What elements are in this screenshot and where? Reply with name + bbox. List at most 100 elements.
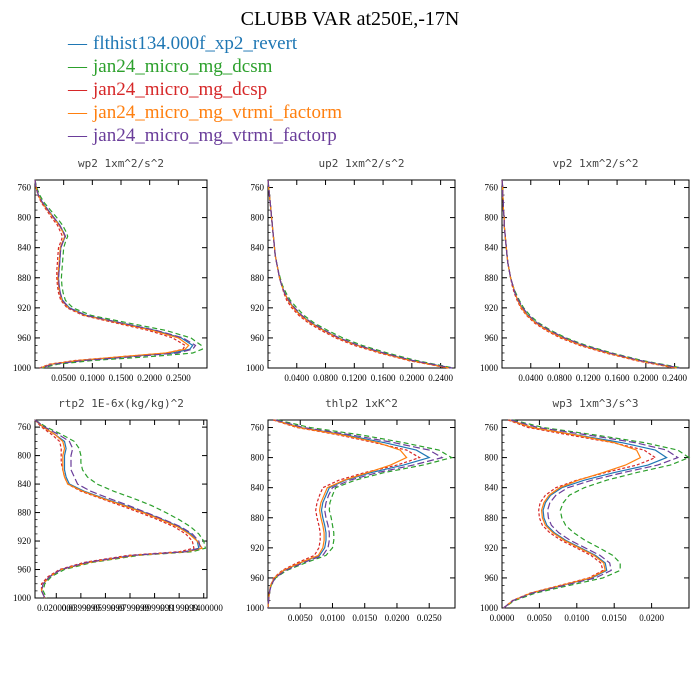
legend-line-icon: — bbox=[68, 33, 87, 54]
y-tick-label: 840 bbox=[485, 483, 499, 493]
x-tick-label: 0.1000 bbox=[80, 373, 105, 383]
legend-line-icon: — bbox=[68, 125, 87, 146]
series-line-3 bbox=[267, 419, 421, 609]
series-line-4 bbox=[34, 179, 190, 369]
y-tick-label: 1000 bbox=[480, 603, 499, 613]
x-tick-label: 0.0200000 bbox=[37, 603, 76, 613]
y-tick-label: 760 bbox=[251, 183, 265, 193]
y-tick-label: 800 bbox=[18, 213, 32, 223]
legend-line-icon: — bbox=[68, 56, 87, 77]
x-tick-label: 0.1600 bbox=[371, 373, 396, 383]
series-line-1 bbox=[267, 179, 452, 369]
y-tick-label: 800 bbox=[485, 453, 499, 463]
x-tick-label: 0.0050 bbox=[527, 613, 552, 623]
series-line-4 bbox=[501, 179, 677, 369]
x-tick-label: 0.0399999 bbox=[62, 603, 101, 613]
plot-frame bbox=[501, 179, 690, 369]
legend: — flthist134.000f_xp2_revert — jan24_micro… bbox=[68, 32, 342, 147]
series-line-2 bbox=[34, 179, 204, 369]
y-tick-label: 840 bbox=[251, 243, 265, 253]
y-tick-label: 760 bbox=[485, 183, 499, 193]
figure-title: CLUBB VAR at250E,-17N bbox=[240, 8, 460, 30]
x-tick-label: 0.2000 bbox=[137, 373, 162, 383]
y-tick-label: 920 bbox=[251, 303, 265, 313]
plot-frame bbox=[34, 419, 208, 599]
legend-label: jan24_micro_mg_vtrmi_factorp bbox=[93, 125, 337, 146]
x-tick-label: 0.1200 bbox=[342, 373, 367, 383]
y-tick-label: 840 bbox=[18, 243, 32, 253]
y-tick-label: 880 bbox=[251, 513, 265, 523]
chart-panel-3: vp2 1xm^2/s^2 760 800 840 880 920 960 1000 0.040… bbox=[480, 157, 690, 383]
chart-panel-5: thlp2 1xK^2 760 800 840 880 920 960 1000 0.0050 0… bbox=[246, 397, 456, 623]
panel-title: thlp2 1xK^2 bbox=[325, 397, 398, 410]
y-tick-label: 960 bbox=[485, 333, 499, 343]
x-tick-label: 0.2400 bbox=[662, 373, 687, 383]
x-tick-label: 0.0050 bbox=[288, 613, 313, 623]
x-tick-label: 0.1600 bbox=[605, 373, 630, 383]
y-tick-label: 920 bbox=[18, 536, 32, 546]
y-tick-label: 840 bbox=[251, 483, 265, 493]
x-tick-label: 0.0800 bbox=[313, 373, 338, 383]
x-tick-label: 0.0250 bbox=[417, 613, 442, 623]
x-tick-label: 0.2000 bbox=[633, 373, 658, 383]
y-tick-label: 920 bbox=[485, 543, 499, 553]
x-tick-label: 0.0200 bbox=[385, 613, 410, 623]
series-line-4 bbox=[503, 419, 642, 609]
legend-label: flthist134.000f_xp2_revert bbox=[93, 33, 298, 54]
series-line-3 bbox=[34, 179, 187, 369]
series-line-5 bbox=[34, 179, 197, 369]
series-line-5 bbox=[501, 179, 680, 369]
y-tick-label: 1000 bbox=[480, 363, 499, 373]
y-tick-label: 960 bbox=[18, 333, 32, 343]
panel-title: wp2 1xm^2/s^2 bbox=[78, 157, 164, 170]
series-line-5 bbox=[503, 419, 680, 609]
y-tick-label: 920 bbox=[485, 303, 499, 313]
y-tick-label: 920 bbox=[18, 303, 32, 313]
legend-line-icon: — bbox=[68, 79, 87, 100]
y-tick-label: 960 bbox=[485, 573, 499, 583]
series-line-4 bbox=[267, 179, 450, 369]
y-tick-label: 920 bbox=[251, 543, 265, 553]
x-tick-label: 0.0100 bbox=[320, 613, 345, 623]
panel-title: rtp2 1E-6x(kg/kg)^2 bbox=[58, 397, 184, 410]
y-tick-label: 880 bbox=[485, 273, 499, 283]
x-tick-label: 0.0500 bbox=[51, 373, 76, 383]
legend-item: — jan24_micro_mg_dcsm bbox=[68, 55, 342, 78]
y-tick-label: 880 bbox=[251, 273, 265, 283]
x-tick-label: 0.0599999 bbox=[86, 603, 125, 613]
y-tick-label: 1000 bbox=[246, 363, 265, 373]
series-line-3 bbox=[501, 179, 675, 369]
x-tick-label: 0.0150 bbox=[602, 613, 627, 623]
y-tick-label: 880 bbox=[18, 273, 32, 283]
legend-label: jan24_micro_mg_vtrmi_factorm bbox=[93, 102, 343, 123]
panel-title: wp3 1xm^3/s^3 bbox=[552, 397, 638, 410]
x-tick-label: 0.0400 bbox=[284, 373, 309, 383]
x-tick-label: 0.0800 bbox=[547, 373, 572, 383]
x-tick-label: 0.1199999 bbox=[160, 603, 198, 613]
x-tick-label: 0.1500 bbox=[109, 373, 134, 383]
x-tick-label: 0.0999999 bbox=[135, 603, 174, 613]
y-tick-label: 960 bbox=[18, 565, 32, 575]
series-line-2 bbox=[267, 419, 454, 609]
x-tick-label: 0.0400 bbox=[518, 373, 543, 383]
y-tick-label: 880 bbox=[485, 513, 499, 523]
series-line-3 bbox=[34, 419, 195, 599]
y-tick-label: 800 bbox=[18, 451, 32, 461]
panel-title: up2 1xm^2/s^2 bbox=[318, 157, 404, 170]
y-tick-label: 760 bbox=[251, 423, 265, 433]
series-line-3 bbox=[503, 419, 657, 609]
x-tick-label: 0.1200 bbox=[576, 373, 601, 383]
legend-item: — jan24_micro_mg_dcsp bbox=[68, 78, 342, 101]
series-line-1 bbox=[503, 419, 668, 609]
y-tick-label: 840 bbox=[485, 243, 499, 253]
y-tick-label: 760 bbox=[18, 422, 32, 432]
chart-panel-4: rtp2 1E-6x(kg/kg)^2 760 800 840 880 920 960 100… bbox=[13, 397, 223, 613]
legend-label: jan24_micro_mg_dcsp bbox=[93, 79, 268, 100]
x-tick-label: 0.1400000 bbox=[185, 603, 224, 613]
legend-label: jan24_micro_mg_dcsm bbox=[93, 56, 273, 77]
series-line-2 bbox=[501, 179, 682, 369]
plot-frame bbox=[267, 419, 456, 609]
y-tick-label: 880 bbox=[18, 508, 32, 518]
series-line-3 bbox=[267, 179, 448, 369]
series-line-4 bbox=[34, 419, 204, 599]
